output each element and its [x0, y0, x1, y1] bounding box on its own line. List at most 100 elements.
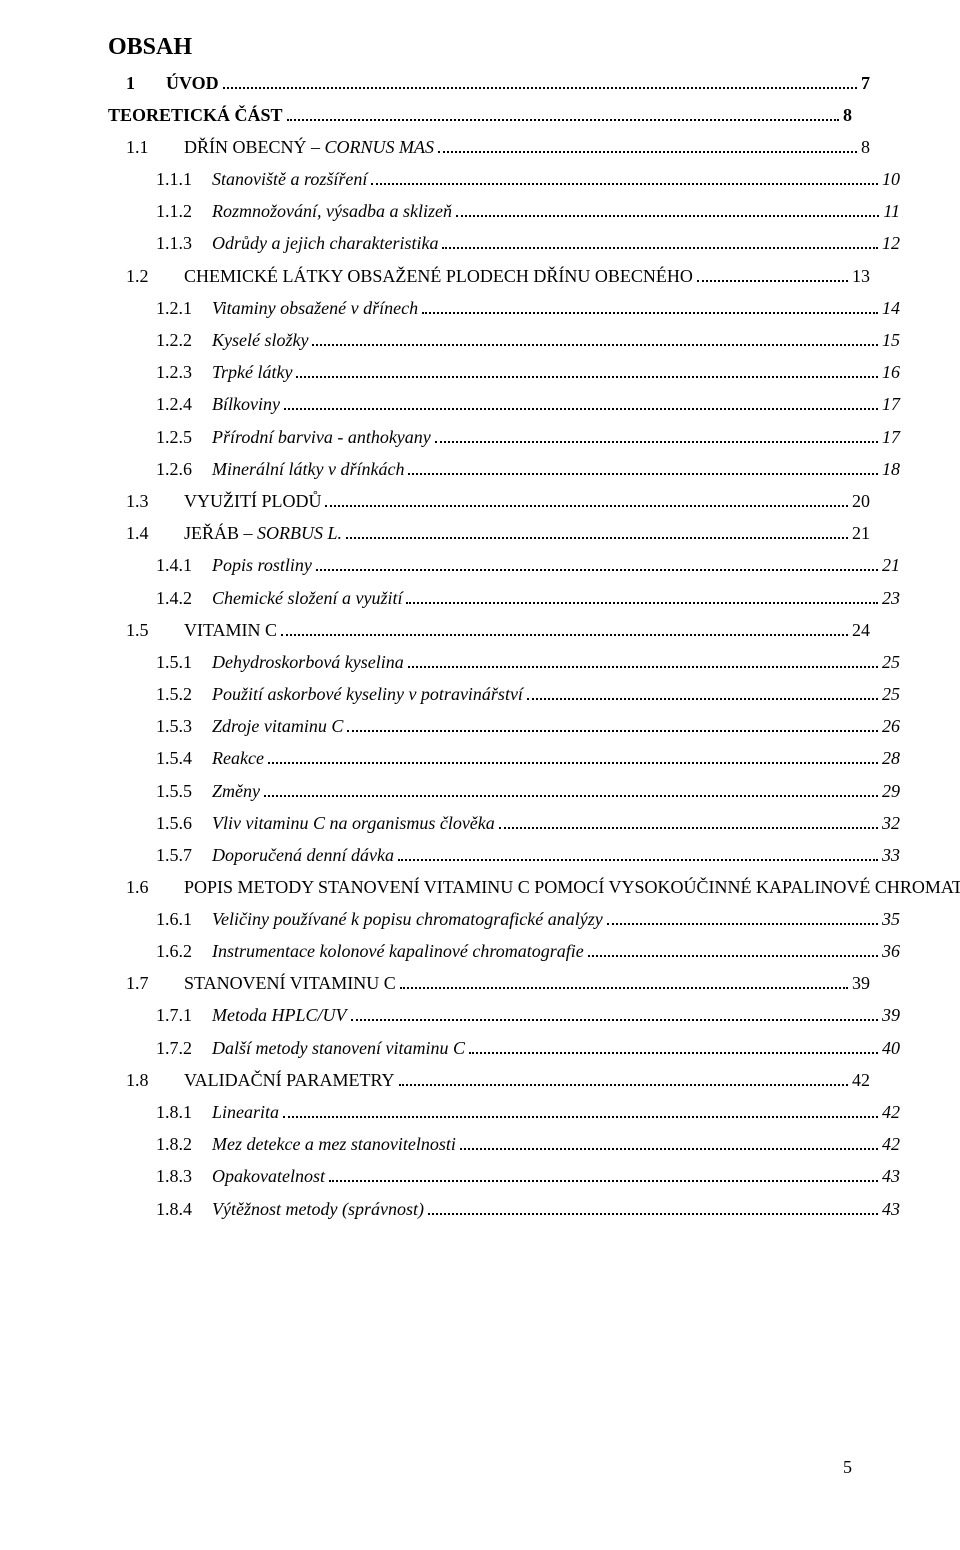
- toc-entry-title: Vliv vitaminu C na organismus člověka: [212, 813, 495, 833]
- toc-entry-title: Další metody stanovení vitaminu C: [212, 1038, 465, 1058]
- toc-entry-page: 42: [882, 1103, 900, 1121]
- toc-entry: 1.2.1Vitaminy obsažené v dřínech 14: [108, 298, 900, 317]
- toc-entry-page: 42: [882, 1135, 900, 1153]
- toc-entry-label: 1.1.2Rozmnožování, výsadba a sklizeň: [156, 202, 452, 220]
- toc-entry-title: Použití askorbové kyseliny v potravinářs…: [212, 684, 523, 704]
- toc-entry: 1.4JEŘÁB – SORBUS L. 21: [108, 524, 870, 543]
- toc-entry-label: 1.5.1Dehydroskorbová kyselina: [156, 653, 404, 671]
- toc-entry-label: 1ÚVOD: [126, 74, 219, 92]
- toc-entry-page: 40: [882, 1039, 900, 1057]
- toc-entry-label: 1.5.7Doporučená denní dávka: [156, 846, 394, 864]
- toc-entry-title: CHEMICKÉ LÁTKY OBSAŽENÉ PLODECH DŘÍNU OB…: [184, 266, 693, 286]
- toc-entry-page: 8: [843, 106, 852, 124]
- toc-entry-number: 1.7.2: [156, 1039, 212, 1057]
- toc-entry-title: VITAMIN C: [184, 620, 277, 640]
- toc-entry: 1.1.1Stanoviště a rozšíření 10: [108, 170, 900, 189]
- toc-entry-number: 1.1.2: [156, 202, 212, 220]
- toc-entry-label: 1.8.1Linearita: [156, 1103, 279, 1121]
- toc-entry-title: DŘÍN OBECNÝ – CORNUS MAS: [184, 137, 434, 157]
- toc-entry-title: Zdroje vitaminu C: [212, 716, 343, 736]
- toc-entry-page: 17: [882, 428, 900, 446]
- toc-entry: 1.2.6Minerální látky v dřínkách 18: [108, 459, 900, 478]
- toc-leader: [329, 1167, 878, 1183]
- toc-entry-number: 1.8.2: [156, 1135, 212, 1153]
- toc-entry-page: 8: [861, 138, 870, 156]
- toc-entry-page: 43: [882, 1200, 900, 1218]
- toc-entry-label: 1.2.3Trpké látky: [156, 363, 292, 381]
- toc-entry-number: 1.5.2: [156, 685, 212, 703]
- toc-entry-label: 1.4.1Popis rostliny: [156, 556, 312, 574]
- toc-entry-label: 1.4JEŘÁB – SORBUS L.: [126, 524, 342, 542]
- toc-entry-title: Popis rostliny: [212, 555, 312, 575]
- toc-leader: [399, 1070, 848, 1086]
- toc-leader: [296, 363, 878, 379]
- toc-entry-page: 39: [882, 1006, 900, 1024]
- toc-entry-number: 1.2.5: [156, 428, 212, 446]
- toc-leader: [422, 298, 878, 314]
- toc-entry-title: Trpké látky: [212, 362, 292, 382]
- toc-leader: [406, 588, 878, 604]
- toc-entry-number: 1.7: [126, 974, 184, 992]
- toc-entry-page: 11: [883, 202, 900, 220]
- toc-entry-page: 36: [882, 942, 900, 960]
- toc-entry-label: 1.1DŘÍN OBECNÝ – CORNUS MAS: [126, 138, 434, 156]
- toc-entry-title: Změny: [212, 781, 260, 801]
- toc-entry: 1.5.1Dehydroskorbová kyselina 25: [108, 652, 900, 671]
- toc-entry: 1.5.4Reakce 28: [108, 749, 900, 768]
- toc-entry-title: Chemické složení a využití: [212, 588, 402, 608]
- toc-entry-label: 1.8.2Mez detekce a mez stanovitelnosti: [156, 1135, 456, 1153]
- toc-entry-label: 1.3VYUŽITÍ PLODŮ: [126, 492, 321, 510]
- toc-entry-page: 33: [882, 846, 900, 864]
- toc-entry: 1.1DŘÍN OBECNÝ – CORNUS MAS 8: [108, 137, 870, 156]
- toc-leader: [442, 234, 878, 250]
- toc-entry-page: 25: [882, 685, 900, 703]
- toc-entry-label: 1.2.4Bílkoviny: [156, 395, 280, 413]
- toc-entry-label: 1.8VALIDAČNÍ PARAMETRY: [126, 1071, 395, 1089]
- toc-entry-number: 1.2.4: [156, 395, 212, 413]
- toc-entry-number: 1.8.1: [156, 1103, 212, 1121]
- toc-entry-label: 1.5.6Vliv vitaminu C na organismus člově…: [156, 814, 495, 832]
- toc-entry-number: 1.5.6: [156, 814, 212, 832]
- toc-entry-label: 1.6.1Veličiny používané k popisu chromat…: [156, 910, 603, 928]
- toc-entry-title: VALIDAČNÍ PARAMETRY: [184, 1070, 395, 1090]
- toc-leader: [697, 266, 848, 282]
- toc-leader: [325, 491, 848, 507]
- toc-entry: 1.4.2Chemické složení a využití 23: [108, 588, 900, 607]
- toc-entry-title: VYUŽITÍ PLODŮ: [184, 491, 321, 511]
- toc-entry-label: TEORETICKÁ ČÁST: [108, 106, 283, 124]
- toc-entry-page: 42: [852, 1071, 870, 1089]
- toc-entry-number: 1.5.5: [156, 782, 212, 800]
- toc-entry-page: 39: [852, 974, 870, 992]
- toc-entry-page: 26: [882, 717, 900, 735]
- toc-entry-title: Minerální látky v dřínkách: [212, 459, 404, 479]
- toc-entry-label: 1.4.2Chemické složení a využití: [156, 589, 402, 607]
- toc-entry-page: 24: [852, 621, 870, 639]
- toc-entry-number: 1.7.1: [156, 1006, 212, 1024]
- toc-entry-title: POPIS METODY STANOVENÍ VITAMINU C POMOCÍ…: [184, 877, 960, 897]
- toc-entry-title: Vitaminy obsažené v dřínech: [212, 298, 418, 318]
- toc-entry: 1.5.2Použití askorbové kyseliny v potrav…: [108, 685, 900, 704]
- toc-entry: TEORETICKÁ ČÁST 8: [108, 105, 852, 124]
- toc-entry: 1.8.1Linearita 42: [108, 1103, 900, 1122]
- toc-leader: [400, 974, 848, 990]
- toc-entry: 1.8.3Opakovatelnost 43: [108, 1167, 900, 1186]
- toc-entry: 1.5.6Vliv vitaminu C na organismus člově…: [108, 813, 900, 832]
- toc-entry-page: 35: [882, 910, 900, 928]
- toc-leader: [527, 685, 878, 701]
- toc-entry-label: 1.1.3Odrůdy a jejich charakteristika: [156, 234, 438, 252]
- toc-entry-title: Metoda HPLC/UV: [212, 1005, 347, 1025]
- toc-leader: [408, 459, 878, 475]
- toc-entry-page: 17: [882, 395, 900, 413]
- toc-entry-label: 1.7.1Metoda HPLC/UV: [156, 1006, 347, 1024]
- toc-entry-label: 1.7.2Další metody stanovení vitaminu C: [156, 1039, 465, 1057]
- toc-entry: 1.1.3Odrůdy a jejich charakteristika 12: [108, 234, 900, 253]
- toc-leader: [588, 942, 878, 958]
- toc-entry-title: JEŘÁB – SORBUS L.: [184, 523, 342, 543]
- toc-entry-page: 28: [882, 749, 900, 767]
- toc-entry-label: 1.1.1Stanoviště a rozšíření: [156, 170, 367, 188]
- toc-leader: [371, 170, 878, 186]
- toc-entry-label: 1.5.4Reakce: [156, 749, 264, 767]
- page-number: 5: [843, 1457, 852, 1478]
- toc-entry-title: Stanoviště a rozšíření: [212, 169, 367, 189]
- toc-entry-page: 18: [882, 460, 900, 478]
